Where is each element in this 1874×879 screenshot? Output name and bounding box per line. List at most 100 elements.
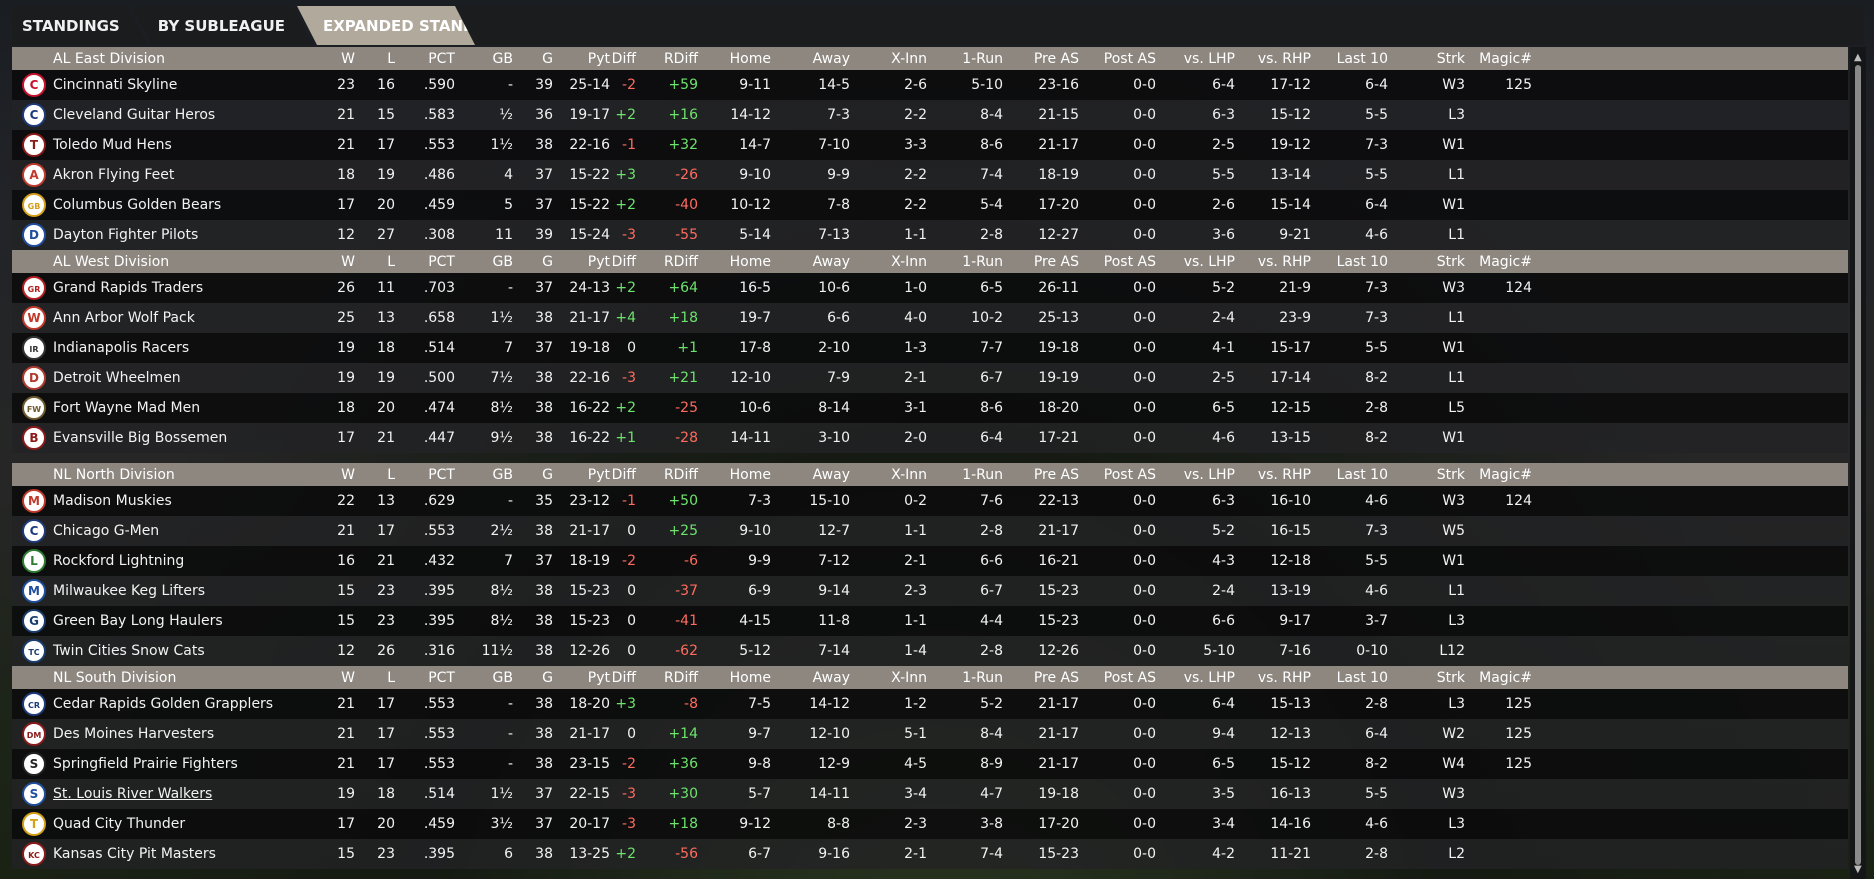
column-header-vs-rhp[interactable]: vs. RHP [1257,669,1311,686]
tab-by-subleague[interactable]: BY SUBLEAGUE [132,6,313,45]
table-row[interactable]: S Springfield Prairie Fighters 21 17 .553 - 38… [12,749,1848,779]
column-header-strk[interactable]: Strk [1436,253,1465,270]
column-header-x-inn[interactable]: X-Inn [891,50,927,67]
table-row[interactable]: W Ann Arbor Wolf Pack 25 13 .658 1½ 38 21-17 +4 +… [12,303,1848,333]
table-row[interactable]: CR Cedar Rapids Golden Grapplers 21 17 .553 -… [12,689,1848,719]
team-name-link[interactable]: Cedar Rapids Golden Grapplers [53,696,274,712]
team-name-link[interactable]: Quad City Thunder [53,816,186,832]
column-header-pre-as[interactable]: Pre AS [1033,253,1079,270]
column-header-w[interactable]: W [341,253,355,270]
team-name-link[interactable]: St. Louis River Walkers [53,786,213,802]
team-name-link[interactable]: Chicago G-Men [53,523,160,539]
column-header-last-10[interactable]: Last 10 [1336,466,1388,483]
column-header-magic-[interactable]: Magic# [1479,466,1532,483]
table-row[interactable]: KC Kansas City Pit Masters 15 23 .395 6 38 13-2… [12,839,1848,869]
column-header-strk[interactable]: Strk [1436,50,1465,67]
column-header-home[interactable]: Home [729,50,771,67]
column-header-gb[interactable]: GB [492,669,513,686]
column-header-x-inn[interactable]: X-Inn [891,466,927,483]
column-header-diff[interactable]: Diff [611,253,636,270]
table-row[interactable]: S St. Louis River Walkers 19 18 .514 1½ 37 22-1… [12,779,1848,809]
column-header-post-as[interactable]: Post AS [1103,669,1156,686]
team-name-link[interactable]: Fort Wayne Mad Men [53,400,201,416]
column-header-gb[interactable]: GB [492,466,513,483]
column-header-diff[interactable]: Diff [611,50,636,67]
table-row[interactable]: C Cleveland Guitar Heros 21 15 .583 ½ 36 19-17 +… [12,100,1848,130]
column-header-l[interactable]: L [387,669,395,686]
column-header-rdiff[interactable]: RDiff [663,50,698,67]
table-row[interactable]: T Quad City Thunder 17 20 .459 3½ 37 20-17 -3 +18… [12,809,1848,839]
table-row[interactable]: G Green Bay Long Haulers 15 23 .395 8½ 38 15-23… [12,606,1848,636]
column-header-l[interactable]: L [387,466,395,483]
scroll-down-icon[interactable]: ▼ [1854,864,1862,875]
table-row[interactable]: DM Des Moines Harvesters 21 17 .553 - 38 21-17 0… [12,719,1848,749]
table-row[interactable]: D Detroit Wheelmen 19 19 .500 7½ 38 22-16 -3 +21 1… [12,363,1848,393]
column-header-pct[interactable]: PCT [428,253,455,270]
column-header-magic-[interactable]: Magic# [1479,669,1532,686]
team-name-link[interactable]: Milwaukee Keg Lifters [53,583,206,599]
column-header-away[interactable]: Away [812,669,850,686]
column-header-pct[interactable]: PCT [428,466,455,483]
column-header-x-inn[interactable]: X-Inn [891,253,927,270]
column-header-1-run[interactable]: 1-Run [962,466,1003,483]
column-header-pyt[interactable]: Pyt [587,466,610,483]
table-row[interactable]: C Cincinnati Skyline 23 16 .590 - 39 25-14 -2 +59… [12,70,1848,100]
team-name-link[interactable]: Kansas City Pit Masters [53,846,216,862]
table-row[interactable]: D Dayton Fighter Pilots 12 27.308 11 39 15-24-… [12,220,1848,250]
column-header-vs-lhp[interactable]: vs. LHP [1183,669,1235,686]
scroll-up-icon[interactable]: ▲ [1854,52,1862,63]
column-header-post-as[interactable]: Post AS [1103,50,1156,67]
team-name-link[interactable]: Columbus Golden Bears [53,197,222,213]
team-name-link[interactable]: Toledo Mud Hens [53,137,172,153]
team-name-link[interactable]: Dayton Fighter Pilots [53,227,199,243]
table-row[interactable]: A Akron Flying Feet 18 19 .486 4 37 15-22 +3 -26 9… [12,160,1848,190]
column-header-g[interactable]: G [542,466,553,483]
column-header-pre-as[interactable]: Pre AS [1033,466,1079,483]
table-row[interactable]: M Madison Muskies 22 13 .629 - 35 23-12 -1 +50 7-3… [12,486,1848,516]
table-row[interactable]: M Milwaukee Keg Lifters 15 23 .395 8½ 38 15-23 0… [12,576,1848,606]
column-header-last-10[interactable]: Last 10 [1336,253,1388,270]
table-row[interactable]: GR Grand Rapids Traders 26 11 .703 - 37 24-13 +2… [12,273,1848,303]
column-header-magic-[interactable]: Magic# [1479,50,1532,67]
team-name-link[interactable]: Cincinnati Skyline [53,77,178,93]
column-header-pct[interactable]: PCT [428,669,455,686]
column-header-strk[interactable]: Strk [1436,466,1465,483]
column-header-away[interactable]: Away [812,253,850,270]
team-name-link[interactable]: Akron Flying Feet [53,167,175,183]
team-name-link[interactable]: Evansville Big Bossemen [53,430,228,446]
column-header-magic-[interactable]: Magic# [1479,253,1532,270]
column-header-1-run[interactable]: 1-Run [962,669,1003,686]
team-name-link[interactable]: Indianapolis Racers [53,340,190,356]
column-header-diff[interactable]: Diff [611,466,636,483]
column-header-vs-rhp[interactable]: vs. RHP [1257,50,1311,67]
column-header-last-10[interactable]: Last 10 [1336,50,1388,67]
column-header-rdiff[interactable]: RDiff [663,466,698,483]
column-header-x-inn[interactable]: X-Inn [891,669,927,686]
column-header-rdiff[interactable]: RDiff [663,253,698,270]
team-name-link[interactable]: Des Moines Harvesters [53,726,215,742]
column-header-vs-lhp[interactable]: vs. LHP [1183,253,1235,270]
column-header-away[interactable]: Away [812,466,850,483]
column-header-last-10[interactable]: Last 10 [1336,669,1388,686]
column-header-g[interactable]: G [542,669,553,686]
column-header-pct[interactable]: PCT [428,50,455,67]
column-header-w[interactable]: W [341,466,355,483]
column-header-vs-rhp[interactable]: vs. RHP [1257,466,1311,483]
column-header-g[interactable]: G [542,50,553,67]
table-row[interactable]: IR Indianapolis Racers 19 18 .514 7 37 19-18 0 +1… [12,333,1848,363]
table-row[interactable]: C Chicago G-Men 21 17 .553 2½ 38 21-17 0 +25 9-10 1… [12,516,1848,546]
column-header-w[interactable]: W [341,50,355,67]
tab-standings[interactable]: STANDINGS [12,6,148,45]
team-name-link[interactable]: Cleveland Guitar Heros [53,107,216,123]
team-name-link[interactable]: Madison Muskies [53,493,172,509]
column-header-post-as[interactable]: Post AS [1103,466,1156,483]
column-header-vs-lhp[interactable]: vs. LHP [1183,466,1235,483]
team-name-link[interactable]: Twin Cities Snow Cats [53,643,205,659]
column-header-vs-rhp[interactable]: vs. RHP [1257,253,1311,270]
column-header-vs-lhp[interactable]: vs. LHP [1183,50,1235,67]
column-header-l[interactable]: L [387,253,395,270]
column-header-pre-as[interactable]: Pre AS [1033,669,1079,686]
team-name-link[interactable]: Grand Rapids Traders [53,280,204,296]
column-header-pre-as[interactable]: Pre AS [1033,50,1079,67]
table-row[interactable]: GB Columbus Golden Bears 17 20 .459 5 37 15-22 +… [12,190,1848,220]
